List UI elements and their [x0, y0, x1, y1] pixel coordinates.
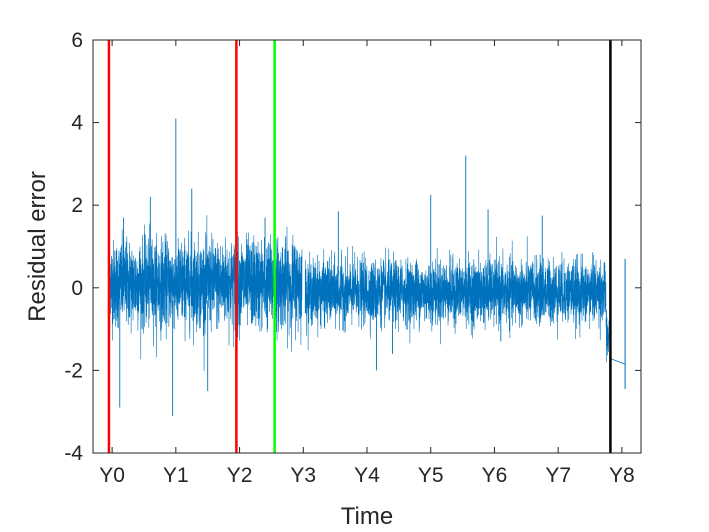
x-axis-label: Time: [341, 503, 393, 530]
x-tick-label: Y6: [482, 464, 508, 487]
y-axis-label: Residual error: [24, 171, 51, 322]
series-tail: [608, 357, 626, 365]
y-axis-ticks: -4 -2 0 2 4 6: [64, 29, 641, 465]
y-tick-label: 6: [71, 29, 83, 52]
y-tick-label: 2: [71, 194, 83, 217]
series-segment-2: [605, 308, 610, 363]
y-tick-label: -2: [64, 359, 83, 382]
x-tick-label: Y5: [418, 464, 444, 487]
x-tick-label: Y2: [227, 464, 253, 487]
y-tick-label: 0: [71, 277, 83, 300]
x-tick-label: Y1: [163, 464, 189, 487]
x-tick-label: Y8: [609, 464, 635, 487]
series-segment-1: [304, 236, 607, 351]
x-tick-label: Y0: [99, 464, 125, 487]
series-segment-0: [108, 212, 303, 371]
x-tick-label: Y4: [354, 464, 380, 487]
x-tick-label: Y7: [545, 464, 571, 487]
y-tick-label: -4: [64, 442, 83, 465]
x-tick-label: Y3: [290, 464, 316, 487]
vertical-markers: [107, 40, 612, 453]
x-axis-ticks: Y0 Y1 Y2 Y3 Y4 Y5 Y6 Y7 Y8: [99, 40, 635, 487]
series-layer: [108, 118, 626, 416]
y-tick-label: 4: [71, 112, 83, 135]
